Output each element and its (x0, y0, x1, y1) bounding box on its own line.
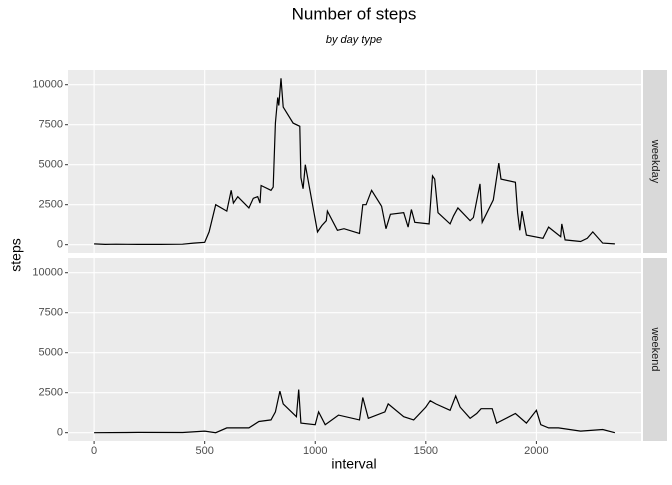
y-tick-label: 2500 (39, 199, 63, 211)
chart-subtitle: by day type (326, 34, 382, 46)
y-tick-label: 7500 (39, 307, 63, 319)
y-tick-label: 10000 (32, 267, 63, 279)
x-tick-label: 2000 (524, 445, 548, 457)
y-axis-label: steps (8, 238, 24, 271)
x-axis-label: interval (331, 456, 376, 472)
x-tick-label: 500 (195, 445, 213, 457)
facet-strip (643, 70, 667, 253)
chart-title: Number of steps (292, 4, 417, 23)
x-tick-label: 1000 (303, 445, 327, 457)
y-tick-label: 10000 (32, 79, 63, 91)
y-tick-label: 2500 (39, 387, 63, 399)
x-tick-label: 1500 (414, 445, 438, 457)
facet-strip (643, 258, 667, 441)
data-line (94, 389, 616, 434)
panel-background (68, 258, 641, 441)
x-tick-label: 0 (91, 445, 97, 457)
y-tick-label: 5000 (39, 159, 63, 171)
facet-label: weekend (649, 326, 661, 371)
data-line (94, 78, 615, 246)
facet-label: weekday (649, 139, 661, 184)
y-tick-label: 0 (57, 427, 63, 439)
y-tick-label: 5000 (39, 347, 63, 359)
panel-background (68, 70, 641, 253)
y-tick-label: 0 (57, 239, 63, 251)
y-tick-label: 7500 (39, 119, 63, 131)
